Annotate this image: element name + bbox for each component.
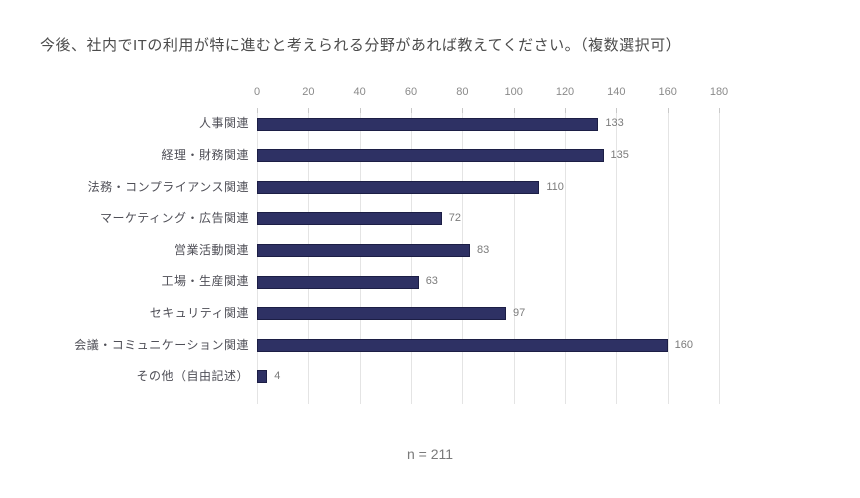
bar-value-label: 133 [605,117,624,130]
axis-tick-mark [257,108,258,113]
x-axis-tick-label: 80 [456,86,469,98]
axis-tick-mark [565,108,566,113]
gridline [565,108,566,404]
axis-tick-mark [513,108,515,113]
axis-tick-mark [411,108,412,113]
bar [257,180,540,194]
x-axis-tick-label: 0 [253,86,261,98]
axis-tick-mark [359,108,361,113]
gridline [667,108,669,404]
category-label: 経理・財務関連 [161,147,249,162]
bar-value-label: 83 [477,243,490,256]
bar [257,244,471,257]
axis-tick-mark [667,108,669,113]
category-label: 人事関連 [198,116,249,131]
bar [257,117,599,131]
gridline [513,108,515,404]
x-axis-tick-label: 100 [504,86,523,98]
category-label: セキュリティ関連 [149,305,249,320]
category-label: 営業活動関連 [173,242,249,257]
axis-tick-mark [719,108,720,113]
x-axis-tick-label: 20 [302,86,315,98]
axis-tick-mark [308,108,310,113]
category-label: 工場・生産関連 [161,274,249,289]
bar [257,149,604,163]
gridline [719,108,720,404]
category-label: マーケティング・広告関連 [99,211,249,226]
x-axis-tick-label: 60 [404,86,418,98]
bar-value-label: 4 [274,370,281,383]
bar-value-label: 135 [610,148,629,161]
x-axis-tick-label: 140 [607,86,626,98]
bar [257,212,442,226]
bar [257,275,419,289]
bar [257,307,506,321]
category-label: 法務・コンプライアンス関連 [87,179,249,194]
axis-tick-mark [616,108,618,113]
x-axis-tick-label: 180 [709,86,729,98]
axis-tick-mark [462,108,464,113]
gridline [616,108,618,404]
bar-value-label: 160 [674,338,694,351]
bar-value-label: 72 [448,212,462,225]
chart-title: 今後、社内でITの利用が特に進むと考えられる分野があれば教えてください。（複数選… [40,37,682,54]
x-axis-tick-label: 120 [555,86,575,98]
x-axis-tick-label: 40 [353,86,366,98]
bar [257,370,268,384]
category-label: その他（自由記述） [136,369,249,384]
x-axis-tick-label: 160 [658,86,677,98]
bar-value-label: 63 [425,275,438,288]
bar-value-label: 97 [512,306,526,319]
bar [257,338,668,352]
category-label: 会議・コミュニケーション関連 [74,337,249,352]
bar-value-label: 110 [546,180,564,193]
sample-size-note: n = 211 [406,446,454,462]
